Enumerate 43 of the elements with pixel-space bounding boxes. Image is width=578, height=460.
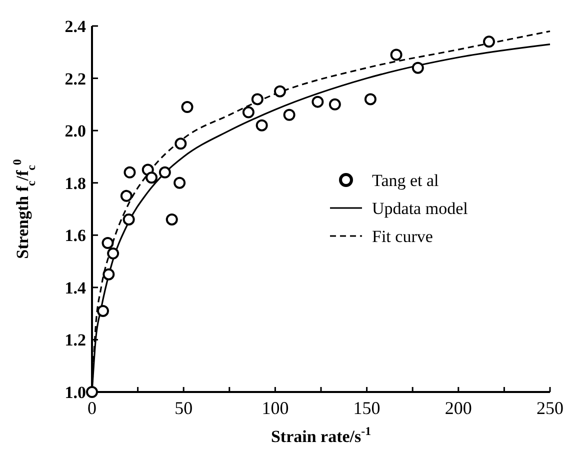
point xyxy=(102,236,114,249)
point xyxy=(482,36,495,48)
point xyxy=(120,190,132,202)
x-tick-label: 250 xyxy=(536,398,564,418)
point xyxy=(124,166,136,178)
x-tick-label: 200 xyxy=(444,398,472,418)
point xyxy=(328,98,341,110)
point xyxy=(390,48,402,61)
point xyxy=(102,268,115,280)
y-tick-label: 2.4 xyxy=(64,17,86,36)
legend-label: Fit curve xyxy=(372,227,433,246)
y-tick-label: 1.8 xyxy=(64,174,86,193)
point xyxy=(283,108,296,121)
x-tick-label: 100 xyxy=(262,398,289,418)
y-tick-label: 2.0 xyxy=(64,122,86,141)
point xyxy=(96,304,109,317)
point xyxy=(312,96,324,108)
legend-label: Updata model xyxy=(372,199,468,218)
y-tick-label: 2.2 xyxy=(64,69,86,88)
point xyxy=(251,93,264,106)
y-tick-label: 1.0 xyxy=(64,383,86,402)
point xyxy=(174,176,186,189)
point xyxy=(242,106,254,118)
point xyxy=(174,138,187,150)
point xyxy=(158,166,171,178)
legend-label: Tang et al xyxy=(372,171,440,190)
point xyxy=(274,85,286,98)
point xyxy=(86,386,98,398)
y-tick-label: 1.2 xyxy=(64,330,86,350)
point xyxy=(146,172,158,184)
y-tick-label: 1.4 xyxy=(64,278,86,298)
x-tick-label: 0 xyxy=(88,398,96,418)
point xyxy=(181,101,194,114)
point xyxy=(412,62,424,74)
point xyxy=(166,213,178,226)
point xyxy=(364,93,376,106)
x-axis-title: Strain rate/s$^{-1}$ xyxy=(270,424,372,446)
point xyxy=(256,119,268,132)
point xyxy=(122,213,135,226)
point xyxy=(107,247,120,260)
y-tick-label: 1.6 xyxy=(64,226,86,246)
x-tick-label: 50 xyxy=(174,398,193,418)
x-tick-label: 150 xyxy=(353,398,380,418)
